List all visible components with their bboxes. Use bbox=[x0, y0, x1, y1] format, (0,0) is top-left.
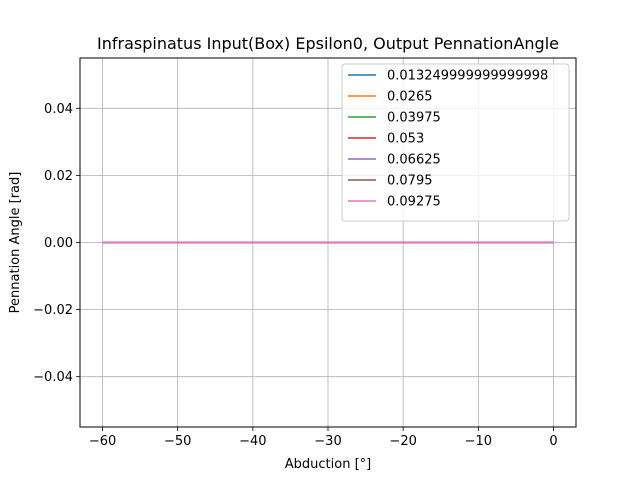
legend: 0.013249999999999998 0.0265 0.03975 0.053 0.… bbox=[341, 63, 570, 222]
chart-title: Infraspinatus Input(Box) Epsilon0, Outpu… bbox=[97, 34, 559, 53]
y-tick-label: −0.04 bbox=[33, 370, 73, 385]
y-axis-title: Pennation Angle [rad] bbox=[8, 172, 23, 314]
legend-label: 0.0795 bbox=[387, 174, 433, 189]
legend-box bbox=[341, 63, 570, 222]
legend-label: 0.013249999999999998 bbox=[387, 69, 548, 84]
x-tick-label: −30 bbox=[314, 434, 341, 449]
x-axis-title: Abduction [°] bbox=[285, 457, 371, 472]
legend-label: 0.053 bbox=[387, 132, 424, 147]
x-tick-label: −60 bbox=[89, 434, 116, 449]
y-tick-label: 0.02 bbox=[44, 169, 73, 184]
x-tick-label: −20 bbox=[389, 434, 416, 449]
y-tick-label: 0.00 bbox=[44, 236, 73, 251]
axis-ticks: −60 −50 −40 −30 −20 −10 0 −0.04 −0.02 0.00 0.02 0.0… bbox=[33, 102, 557, 449]
legend-label: 0.09275 bbox=[387, 195, 441, 210]
x-tick-label: −10 bbox=[465, 434, 492, 449]
legend-label: 0.06625 bbox=[387, 153, 441, 168]
y-tick-label: −0.02 bbox=[33, 303, 73, 318]
legend-label: 0.0265 bbox=[387, 90, 433, 105]
x-tick-label: −40 bbox=[239, 434, 266, 449]
x-tick-label: −50 bbox=[164, 434, 191, 449]
x-tick-label: 0 bbox=[549, 434, 557, 449]
legend-label: 0.03975 bbox=[387, 111, 441, 126]
y-tick-label: 0.04 bbox=[44, 102, 73, 117]
